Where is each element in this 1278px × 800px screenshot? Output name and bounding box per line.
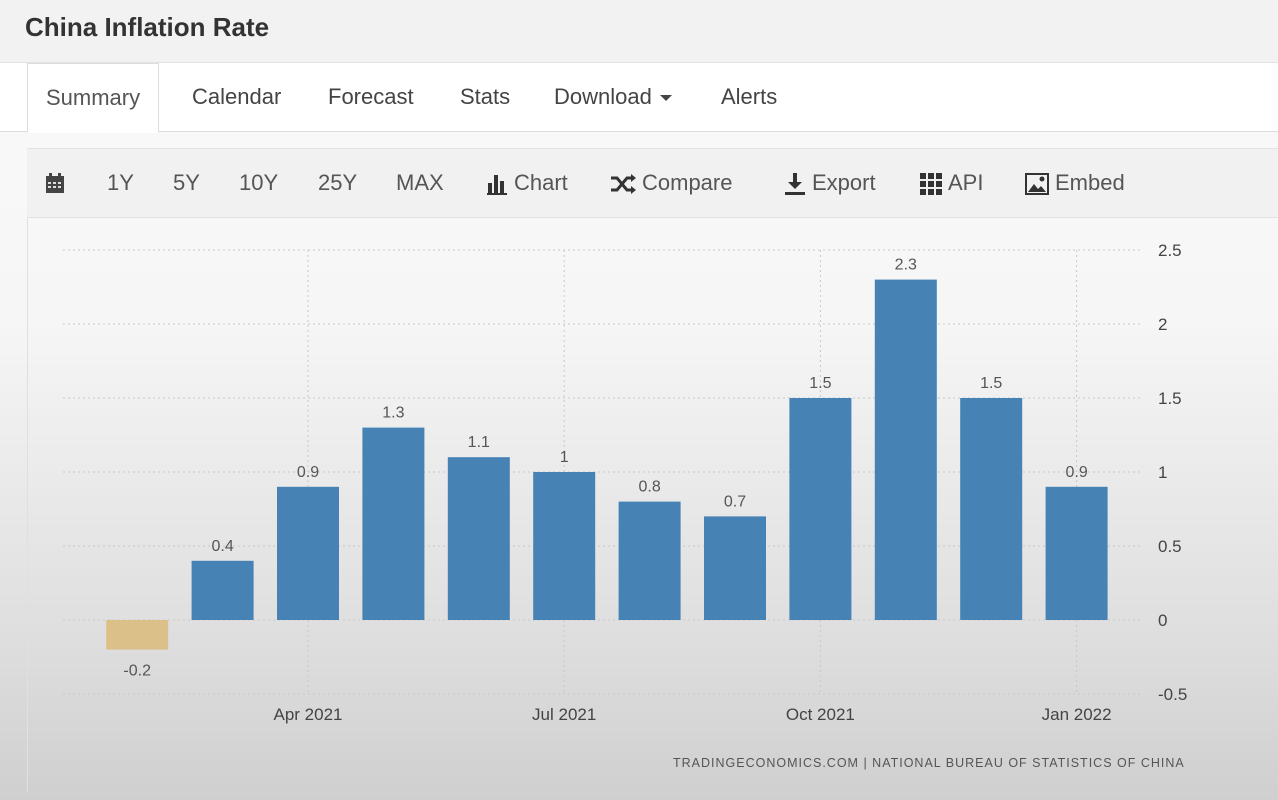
data-label: 0.4 [211,538,233,555]
x-tick-label: Jan 2022 [1042,705,1112,724]
y-tick-label: 0 [1158,611,1167,630]
tab-download[interactable]: Download [554,63,672,131]
bar [1045,486,1108,620]
x-tick-label: Oct 2021 [786,705,855,724]
image-icon [1025,173,1049,196]
data-label: 1.1 [468,434,490,451]
export-label: Export [812,170,876,195]
embed-label: Embed [1055,170,1125,195]
bar [277,486,339,620]
data-label: 1.5 [809,375,831,392]
shuffle-icon [611,174,636,195]
range-1y[interactable]: 1Y [107,170,134,195]
chart-toolbar: 1Y 5Y 10Y 25Y MAX Chart Compare Export A… [27,148,1278,218]
bar [789,398,852,620]
y-tick-label: -0.5 [1158,685,1187,704]
page-header: China Inflation Rate [0,0,1278,63]
tab-summary[interactable]: Summary [27,63,160,133]
bar [362,427,425,620]
source-credit: TRADINGECONOMICS.COM | NATIONAL BUREAU O… [673,756,1185,770]
chart-button[interactable]: Chart [486,149,568,217]
y-tick-label: 2 [1158,315,1167,334]
bar-chart-icon [487,175,507,196]
data-label: 0.9 [1065,464,1087,481]
chart-area: 2.5 2 1.5 1 0.5 0 -0.5 Apr 2021 Jul 2021 Oct 2021… [27,217,1278,792]
caret-down-icon [659,95,672,102]
bar [447,457,510,620]
tab-download-label: Download [554,84,652,109]
range-5y[interactable]: 5Y [173,170,200,195]
page-title: China Inflation Rate [25,12,270,42]
data-label: 0.9 [297,464,319,481]
data-label: 0.8 [638,479,660,496]
download-icon [785,173,805,196]
data-label: 1 [560,449,569,466]
compare-label: Compare [642,170,733,195]
data-label: 2.3 [895,257,917,274]
data-label: -0.2 [123,663,151,680]
inflation-bar-chart: 2.5 2 1.5 1 0.5 0 -0.5 Apr 2021 Jul 2021 Oct 2021… [63,241,1187,724]
embed-button[interactable]: Embed [1025,149,1125,217]
chart-label: Chart [514,170,568,195]
api-label: API [948,170,984,195]
data-label: 0.7 [724,493,746,510]
compare-button[interactable]: Compare [610,149,732,217]
range-10y[interactable]: 10Y [239,170,279,195]
grid-icon [920,173,942,196]
range-25y[interactable]: 25Y [318,170,358,195]
export-button[interactable]: Export [784,149,876,217]
api-button[interactable]: API [920,149,983,217]
bar [533,472,596,620]
bar [704,516,766,620]
range-max[interactable]: MAX [396,170,444,195]
bar [618,501,681,620]
bar [960,398,1023,620]
bar [191,560,254,620]
data-label: 1.3 [382,405,404,422]
calendar-icon[interactable] [44,149,72,217]
data-label: 1.5 [980,375,1002,392]
x-tick-label: Jul 2021 [532,705,596,724]
x-tick-label: Apr 2021 [274,705,343,724]
tab-alerts[interactable]: Alerts [721,84,778,109]
tab-stats[interactable]: Stats [460,84,511,109]
y-tick-label: 2.5 [1158,241,1182,260]
y-tick-label: 0.5 [1158,537,1182,556]
y-tick-label: 1.5 [1158,389,1182,408]
tab-forecast[interactable]: Forecast [328,84,414,109]
bar [874,279,937,620]
tab-bar: Summary Calendar Forecast Stats Download… [0,63,1278,133]
y-tick-label: 1 [1158,463,1167,482]
bar [106,620,169,650]
tab-calendar[interactable]: Calendar [192,84,282,109]
